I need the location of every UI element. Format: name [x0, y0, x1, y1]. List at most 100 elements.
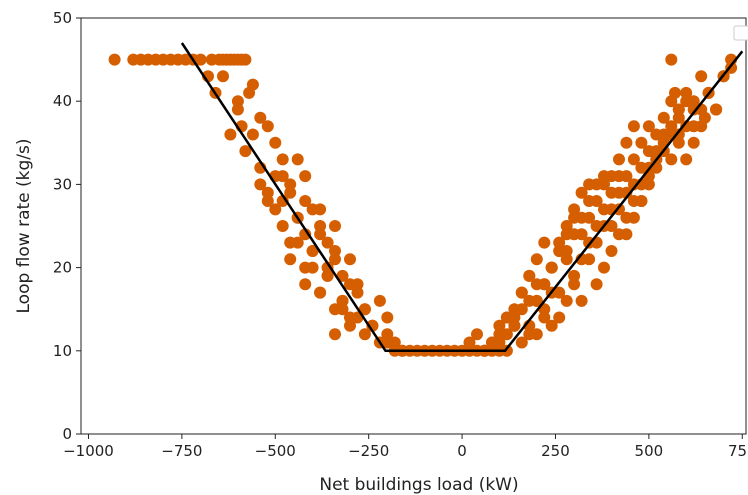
- scatter-point: [560, 253, 573, 266]
- y-axis-label: Loop flow rate (kg/s): [14, 138, 34, 313]
- scatter-point: [687, 95, 700, 108]
- scatter-point: [538, 278, 551, 291]
- scatter-point: [538, 236, 551, 249]
- scatter-point: [665, 53, 678, 66]
- scatter-point: [239, 53, 252, 66]
- x-tick-label: −750: [161, 442, 202, 460]
- scatter-point: [613, 153, 625, 166]
- scatter-point: [344, 253, 356, 266]
- scatter-point: [276, 170, 289, 183]
- scatter-point: [351, 286, 364, 299]
- scatter-point: [568, 269, 581, 282]
- scatter-point: [523, 328, 536, 341]
- scatter-point: [620, 211, 633, 224]
- scatter-point: [672, 136, 685, 149]
- scatter-point: [493, 336, 506, 349]
- scatter-point: [590, 220, 603, 232]
- scatter-point: [269, 203, 282, 216]
- scatter-point: [463, 336, 476, 349]
- scatter-point: [254, 178, 267, 191]
- scatter-point: [381, 336, 394, 349]
- scatter-point: [351, 278, 364, 291]
- y-tick-label: 10: [53, 342, 72, 360]
- scatter-point: [642, 120, 655, 133]
- scatter-point: [471, 328, 483, 341]
- scatter-point: [672, 128, 685, 141]
- scatter-point: [635, 136, 648, 149]
- y-tick-label: 40: [53, 92, 72, 110]
- scatter-point: [530, 253, 543, 266]
- scatter-point: [246, 128, 259, 141]
- scatter-point: [665, 120, 678, 133]
- scatter-point: [336, 303, 349, 316]
- scatter-point: [605, 245, 618, 257]
- scatter-point: [657, 111, 670, 124]
- scatter-point: [672, 111, 685, 124]
- scatter-point: [695, 70, 708, 83]
- scatter-point: [560, 294, 573, 307]
- scatter-point: [358, 328, 371, 341]
- scatter-point: [321, 269, 334, 282]
- scatter-point: [680, 86, 693, 99]
- scatter-point: [276, 220, 289, 232]
- scatter-point: [605, 186, 618, 199]
- scatter-point: [568, 211, 581, 224]
- x-tick-label: 500: [635, 442, 664, 460]
- x-tick-label: −500: [255, 442, 296, 460]
- x-axis-label: Net buildings load (kW): [319, 475, 518, 495]
- scatter-point: [627, 153, 640, 166]
- scatter-point: [508, 303, 521, 316]
- y-tick-label: 50: [53, 9, 72, 27]
- scatter-point: [358, 303, 371, 316]
- y-tick-label: 0: [62, 425, 72, 443]
- scatter-point: [299, 170, 312, 183]
- scatter-point: [575, 294, 588, 307]
- scatter-point: [627, 120, 640, 133]
- scatter-point: [583, 195, 596, 207]
- scatter-point: [568, 203, 581, 216]
- scatter-point: [568, 278, 581, 291]
- scatter-point: [493, 328, 506, 341]
- scatter-point: [261, 186, 274, 199]
- scatter-point: [381, 328, 394, 341]
- scatter-point: [336, 294, 349, 307]
- fit-line-layer: [180, 42, 744, 353]
- scatter-point: [698, 111, 711, 124]
- x-tick-label: 750: [728, 442, 748, 460]
- scatter-point: [545, 261, 558, 274]
- scatter-point: [672, 103, 685, 116]
- fit-line: [180, 42, 744, 353]
- scatter-point: [284, 253, 297, 266]
- scatter-point: [500, 344, 513, 357]
- scatter-point: [306, 261, 319, 274]
- scatter-point: [553, 245, 566, 257]
- scatter-point: [560, 228, 573, 241]
- scatter-point: [284, 178, 297, 191]
- scatter-point: [299, 195, 312, 207]
- scatter-point: [590, 178, 603, 191]
- scatter-point: [687, 136, 700, 149]
- scatter-point: [613, 170, 625, 183]
- scatter-point: [515, 286, 528, 299]
- scatter-point: [291, 153, 304, 166]
- x-tick-label: 0: [457, 442, 467, 460]
- scatter-point: [613, 228, 625, 241]
- scatter-point: [530, 294, 543, 307]
- scatter-point: [314, 286, 327, 299]
- scatter-point: [314, 228, 327, 241]
- scatter-point: [620, 136, 633, 149]
- scatter-point: [381, 311, 394, 324]
- y-axis-ticks: 0 10 20 30 40 50: [53, 9, 81, 443]
- scatter-point: [306, 245, 319, 257]
- scatter-point: [231, 95, 244, 108]
- scatter-point: [276, 153, 289, 166]
- scatter-point: [627, 195, 640, 207]
- scatter-point: [373, 294, 386, 307]
- x-tick-label: −1000: [63, 442, 114, 460]
- scatter-point: [538, 311, 551, 324]
- scatter-point: [500, 311, 513, 324]
- scatter-point: [669, 86, 681, 99]
- scatter-point: [493, 319, 506, 332]
